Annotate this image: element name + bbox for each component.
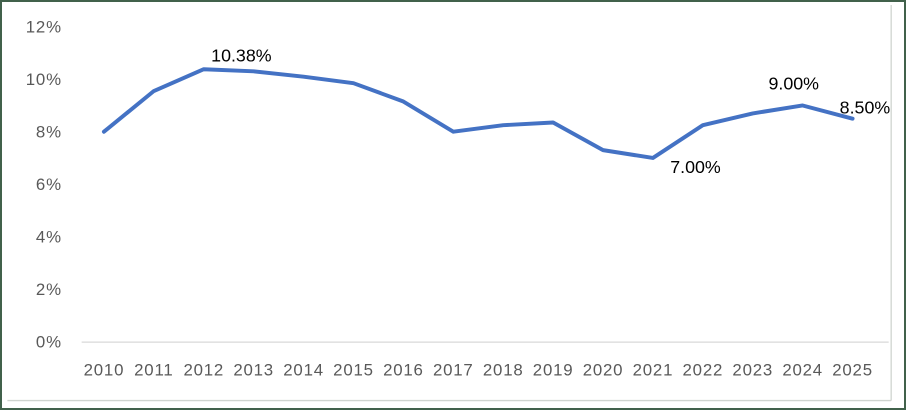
x-axis-tick-label: 2022 xyxy=(683,360,724,379)
x-axis-tick-label: 2011 xyxy=(134,360,173,379)
data-point-label: 7.00% xyxy=(670,157,721,177)
x-axis-tick-label: 2010 xyxy=(84,360,125,379)
data-point-label: 10.38% xyxy=(211,45,272,65)
y-axis-tick-label: 8% xyxy=(36,123,62,142)
x-axis-tick-label: 2017 xyxy=(433,360,474,379)
data-point-label: 9.00% xyxy=(768,74,819,94)
y-axis-tick-label: 0% xyxy=(36,333,62,352)
x-axis-tick-label: 2025 xyxy=(832,360,873,379)
x-axis-tick-label: 2016 xyxy=(383,360,424,379)
x-axis-tick-label: 2015 xyxy=(333,360,374,379)
x-axis-tick-label: 2013 xyxy=(233,360,274,379)
y-axis-tick-label: 2% xyxy=(36,280,62,299)
x-axis-tick-label: 2023 xyxy=(732,360,773,379)
x-axis-tick-label: 2019 xyxy=(533,360,574,379)
x-axis-tick-label: 2020 xyxy=(583,360,624,379)
x-axis-tick-label: 2021 xyxy=(633,360,674,379)
x-axis-tick-label: 2014 xyxy=(283,360,324,379)
x-axis-tick-label: 2012 xyxy=(183,360,224,379)
data-point-label: 8.50% xyxy=(840,98,891,118)
y-axis-tick-label: 12% xyxy=(26,18,62,37)
y-axis-tick-label: 4% xyxy=(36,228,62,247)
y-axis-tick-label: 6% xyxy=(36,175,62,194)
x-axis-tick-label: 2018 xyxy=(483,360,524,379)
data-series-line xyxy=(101,67,855,160)
y-axis-tick-label: 10% xyxy=(26,70,62,89)
x-axis-tick-label: 2024 xyxy=(782,360,823,379)
